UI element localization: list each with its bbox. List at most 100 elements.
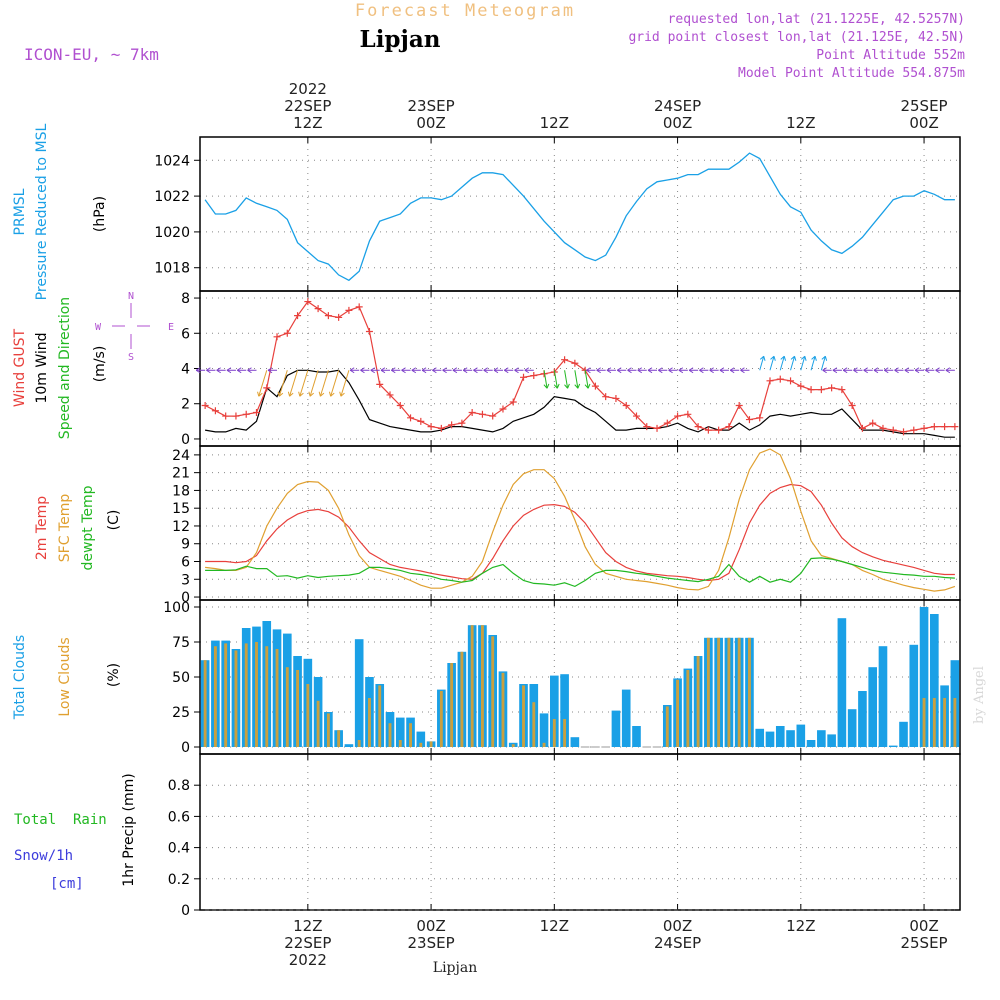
- snow-label: Snow/1h: [14, 848, 73, 864]
- gust-line: [204, 300, 955, 433]
- low-cloud-bar: [737, 637, 741, 747]
- wind-arrowhead: [759, 355, 766, 361]
- wind-arrowhead: [658, 367, 663, 374]
- wind-arrowhead: [391, 367, 396, 374]
- wind-arrow: [299, 370, 309, 397]
- gust-marker: [458, 419, 466, 427]
- wind-arrowhead: [339, 391, 345, 397]
- gust-marker: [756, 414, 764, 422]
- wind-arrowhead: [473, 367, 478, 374]
- low-cloud-bar: [368, 698, 371, 747]
- wind-arrowhead: [596, 367, 601, 374]
- total-cloud-bar: [878, 646, 888, 747]
- total-cloud-bar: [930, 614, 939, 747]
- top-tick-label: 25SEP: [900, 97, 947, 115]
- y-tick-label: 0: [181, 432, 190, 448]
- low-cloud-bar: [542, 742, 546, 747]
- bottom-tick-label: 00Z: [416, 917, 445, 935]
- clouds-panel: 0 25 50 75 100: [163, 599, 961, 756]
- wind-arrowhead: [678, 367, 684, 374]
- gust-marker: [304, 298, 312, 306]
- top-tick-label: 00Z: [909, 114, 938, 132]
- gust-marker: [663, 419, 671, 427]
- y-tick-label: 24: [172, 448, 190, 464]
- wind-arrowhead: [543, 383, 550, 389]
- credit-watermark: by Angel: [972, 666, 987, 724]
- gust-marker: [930, 423, 938, 431]
- wind-arrowhead: [945, 367, 951, 374]
- wind-arrow: [790, 356, 796, 371]
- wind-arrow: [820, 356, 826, 371]
- bottom-tick-label: 12Z: [293, 917, 322, 935]
- gust-marker: [622, 401, 630, 409]
- total-cloud-bar: [765, 731, 775, 747]
- wind-arrowhead: [699, 367, 704, 374]
- total-cloud-bar: [858, 691, 867, 747]
- wind-arrow: [564, 370, 569, 389]
- wind-dir-label: Speed and Direction: [57, 297, 73, 439]
- gust-marker: [632, 412, 640, 420]
- product-title: Forecast Meteogram: [355, 1, 575, 21]
- total-cloud-bar: [621, 689, 631, 747]
- wind-arrowhead: [863, 367, 868, 374]
- top-tick-label: 22SEP: [284, 97, 331, 115]
- wind-arrowhead: [432, 367, 437, 374]
- total-cloud-bar: [539, 713, 549, 747]
- low-cloud-bar: [501, 672, 505, 747]
- wind-arrowhead: [770, 355, 776, 361]
- low-cloud-bar: [316, 700, 320, 747]
- gust-marker: [396, 401, 404, 409]
- low-cloud-bar: [337, 730, 341, 747]
- gust-marker: [294, 312, 302, 320]
- low-cloud-bar: [409, 723, 412, 747]
- wind-labels: Wind GUST 10m Wind Speed and Direction (…: [12, 291, 174, 439]
- wind-arrowhead: [719, 367, 725, 374]
- gust-marker: [797, 382, 805, 390]
- total-cloud-bar: [796, 724, 806, 747]
- y-tick-label: 0.8: [168, 778, 190, 794]
- wind-arrowhead: [853, 367, 858, 374]
- wind-arrowhead: [206, 367, 211, 374]
- y-tick-label: 3: [181, 572, 190, 588]
- low-cloud-bar: [665, 706, 669, 747]
- wind-arrowhead: [226, 367, 232, 374]
- compass-west: W: [95, 322, 102, 333]
- low-cloud-bar: [563, 719, 567, 747]
- gust-marker: [242, 410, 250, 418]
- low-cloud-bar: [511, 744, 515, 747]
- y-tick-label: 100: [163, 600, 190, 616]
- wind-arrowhead: [873, 367, 879, 374]
- total-cloud-bar: [817, 730, 826, 747]
- gust-marker: [869, 419, 877, 427]
- gust-marker: [520, 373, 528, 381]
- wind-arrow: [340, 370, 350, 397]
- gust-marker: [386, 391, 394, 399]
- wind-arrow: [800, 356, 806, 371]
- low-cloud-bar: [244, 643, 248, 747]
- wind10m-line: [204, 369, 955, 438]
- compass-icon: N W E S: [95, 291, 174, 363]
- wind-arrowhead: [894, 367, 899, 374]
- top-tick-label: 00Z: [416, 114, 445, 132]
- wind-arrowhead: [380, 367, 386, 374]
- total-cloud-bar: [344, 744, 354, 747]
- compass-east: E: [168, 322, 174, 333]
- gust-marker: [735, 401, 743, 409]
- gust-marker: [684, 410, 692, 418]
- gust-marker: [591, 382, 599, 390]
- y-tick-label: 21: [172, 466, 190, 482]
- gust-marker: [263, 384, 271, 392]
- gust-marker: [489, 412, 497, 420]
- total-cloud-bar: [827, 734, 836, 747]
- gust-marker: [951, 423, 959, 431]
- low-cloud-bar: [460, 651, 464, 747]
- wind-arrowhead: [883, 367, 889, 374]
- low-cloud-bar: [696, 656, 700, 747]
- y-tick-label: 75: [172, 635, 190, 651]
- wind-arrowhead: [442, 367, 447, 374]
- wind-arrow: [309, 370, 319, 397]
- gust-marker: [766, 377, 774, 385]
- wind-arrowhead: [740, 367, 745, 374]
